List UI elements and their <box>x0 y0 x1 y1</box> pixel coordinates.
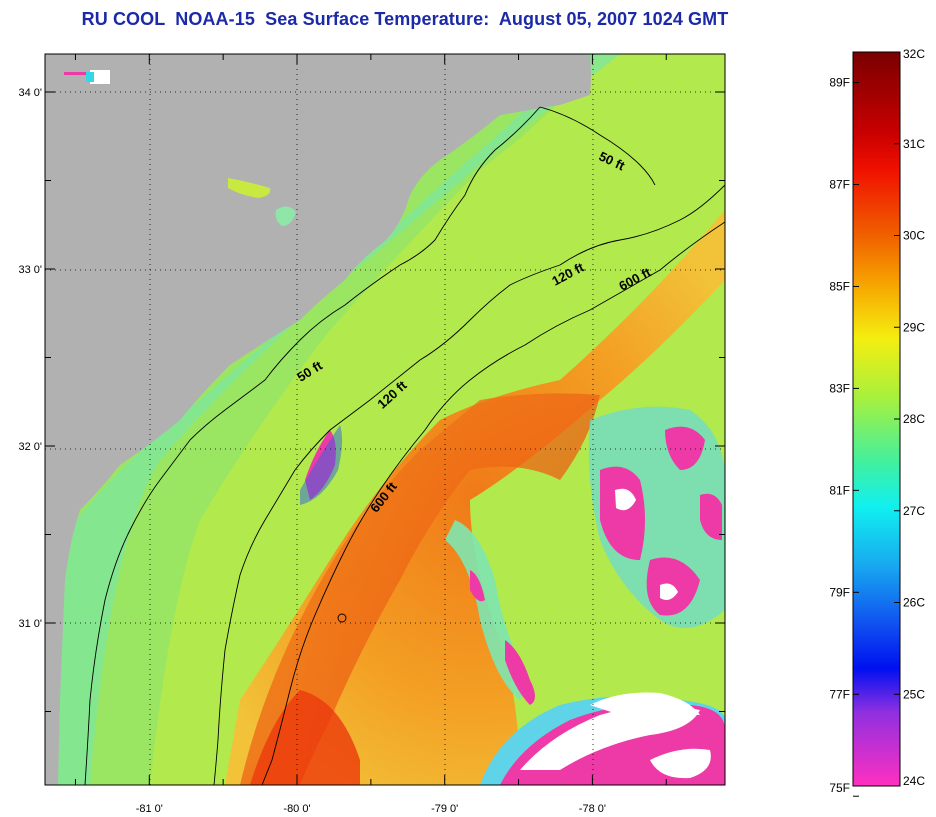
cold-cloud-patches <box>470 406 725 705</box>
gulf-stream-hot <box>250 690 360 785</box>
map-frame <box>44 53 726 786</box>
graticule <box>45 54 725 785</box>
fahrenheit-label: 81F <box>829 483 850 497</box>
fahrenheit-label: 87F <box>829 178 850 192</box>
contour-120ft <box>213 184 725 785</box>
celsius-label: 24C <box>903 774 925 788</box>
colorbar: 32C 31C 30C 29C 28C 27C 26C 25C 24C 89F 87F 85F 83F 8… <box>829 47 925 797</box>
small-contour-loop <box>337 613 347 623</box>
celsius-label: 29C <box>903 320 925 334</box>
lon-tick-label: -79 0' <box>431 803 458 815</box>
colorbar-gradient <box>852 51 901 787</box>
contour-50ft <box>84 106 656 785</box>
southeast-cloud <box>480 692 725 785</box>
lon-tick-label: -78 0' <box>579 803 606 815</box>
top-left-marker-white <box>90 70 110 84</box>
bathymetry-contours <box>84 106 725 785</box>
map-image <box>45 54 725 785</box>
top-left-marker-cyan <box>86 72 94 82</box>
axis-tick-labels: 34 0' 33 0' 32 0' 31 0' -81 0' -80 0' -79 0' -7… <box>18 87 606 815</box>
fahrenheit-label: 75F <box>829 781 850 795</box>
celsius-label: 28C <box>903 412 925 426</box>
celsius-label: 27C <box>903 504 925 518</box>
inland-water <box>228 178 271 198</box>
fahrenheit-label: 77F <box>829 687 850 701</box>
lon-tick-label: -80 0' <box>283 803 310 815</box>
celsius-label: 31C <box>903 137 925 151</box>
contour-600ft <box>261 221 725 785</box>
fahrenheit-label: 89F <box>829 76 850 90</box>
lon-tick-label: -81 0' <box>136 803 163 815</box>
fahrenheit-label: 79F <box>829 585 850 599</box>
fahrenheit-label: 83F <box>829 381 850 395</box>
offshore-water <box>150 54 725 785</box>
lat-tick-label: 31 0' <box>18 618 42 630</box>
figure-title: RU COOL NOAA-15 Sea Surface Temperature:… <box>81 9 729 29</box>
top-left-marker-magenta <box>64 72 86 75</box>
lat-tick-label: 32 0' <box>18 441 42 453</box>
land <box>45 54 591 785</box>
axis-ticks <box>45 54 725 785</box>
shelf-blue-patch <box>300 425 343 505</box>
inland-lake <box>275 206 296 226</box>
celsius-label: 25C <box>903 687 925 701</box>
gulf-stream-core <box>240 393 600 785</box>
lat-tick-label: 33 0' <box>18 264 42 276</box>
colorbar-ticks: 32C 31C 30C 29C 28C 27C 26C 25C 24C 89F 87F 85F 83F 8… <box>829 47 925 797</box>
celsius-label: 26C <box>903 596 925 610</box>
fahrenheit-label: 85F <box>829 279 850 293</box>
celsius-label: 30C <box>903 229 925 243</box>
celsius-label: 32C <box>903 47 925 61</box>
lat-tick-label: 34 0' <box>18 87 42 99</box>
